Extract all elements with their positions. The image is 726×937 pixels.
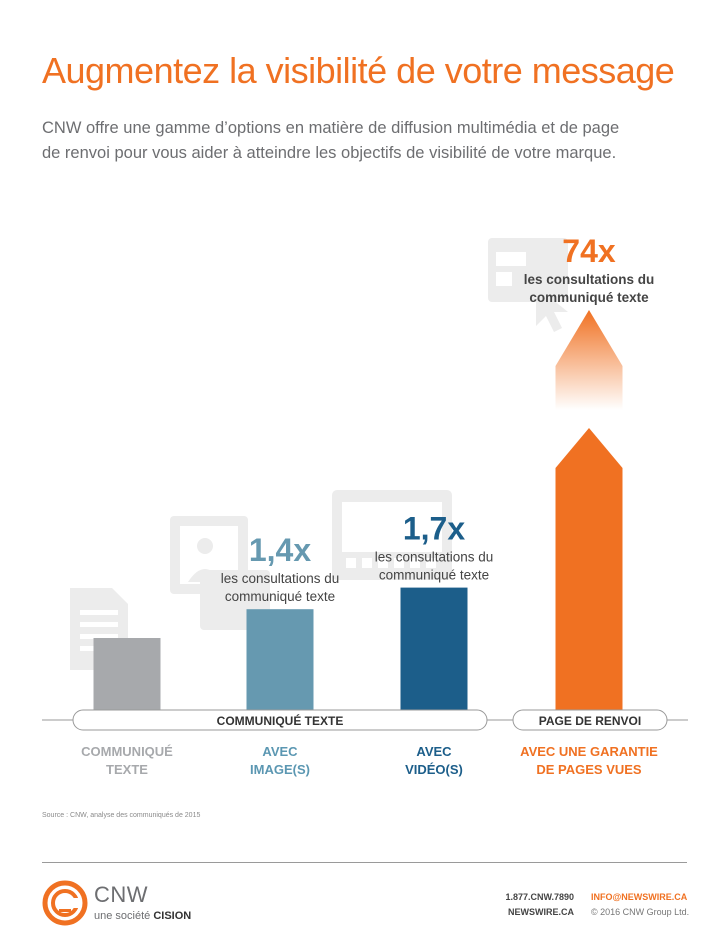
category-label-3: AVEC UNE GARANTIE DE PAGES VUES <box>520 744 658 777</box>
cnw-logo: CNW une société CISION <box>42 880 362 930</box>
webpage-cursor-icon <box>488 238 568 332</box>
category-label-1: AVEC IMAGE(S) <box>250 744 310 777</box>
bar-2 <box>400 587 468 710</box>
bar-page-de-renvoi <box>555 310 623 710</box>
website-link[interactable]: NEWSWIRE.CA <box>508 907 574 917</box>
phone-number: 1.877.CNW.7890 <box>505 892 574 902</box>
contact-left: 1.877.CNW.7890 NEWSWIRE.CA <box>505 890 574 920</box>
copyright: © 2016 CNW Group Ltd. <box>591 907 690 917</box>
logo-tagline-prefix: une société <box>94 910 151 922</box>
logo-name: CNW <box>94 882 149 907</box>
annotation-1: les consultations du communiqué texte <box>221 571 340 604</box>
value-label-1: 1,4x <box>249 532 311 568</box>
email-link[interactable]: INFO@NEWSWIRE.CA <box>591 892 688 902</box>
footer-divider <box>42 862 687 863</box>
value-label-2: 1,7x <box>403 511 465 547</box>
contact-right: INFO@NEWSWIRE.CA © 2016 CNW Group Ltd. <box>591 890 689 920</box>
value-label-3: 74x <box>562 233 616 269</box>
cnw-logo-icon <box>42 880 88 926</box>
bar-1 <box>246 609 314 710</box>
page-title: Augmentez la visibilité de votre message <box>42 50 675 91</box>
annotation-3: les consultations du communiqué texte <box>524 272 655 305</box>
logo-tagline-brand: CISION <box>153 910 192 922</box>
svg-text:COMMUNIQUÉ TEXTE: COMMUNIQUÉ TEXTE <box>217 713 344 728</box>
bar-0 <box>93 638 161 710</box>
group-label-1: PAGE DE RENVOI <box>512 709 668 731</box>
group-label-0: COMMUNIQUÉ TEXTE <box>72 709 488 731</box>
bar-chart: COMMUNIQUÉ TEXTE PAGE DE RENVOI COMMUNIQU… <box>42 233 688 777</box>
page-subtitle: CNW offre une gamme d’options en matière… <box>42 119 620 162</box>
video-icon <box>332 490 452 580</box>
logo-tagline: une société CISION <box>94 910 191 922</box>
category-label-2: AVEC VIDÉO(S) <box>405 744 463 777</box>
svg-text:PAGE DE RENVOI: PAGE DE RENVOI <box>539 714 641 728</box>
source-note: Source : CNW, analyse des communiqués de… <box>42 812 201 819</box>
annotation-2: les consultations du communiqué texte <box>375 550 494 583</box>
category-label-0: COMMUNIQUÉ TEXTE <box>81 744 173 777</box>
